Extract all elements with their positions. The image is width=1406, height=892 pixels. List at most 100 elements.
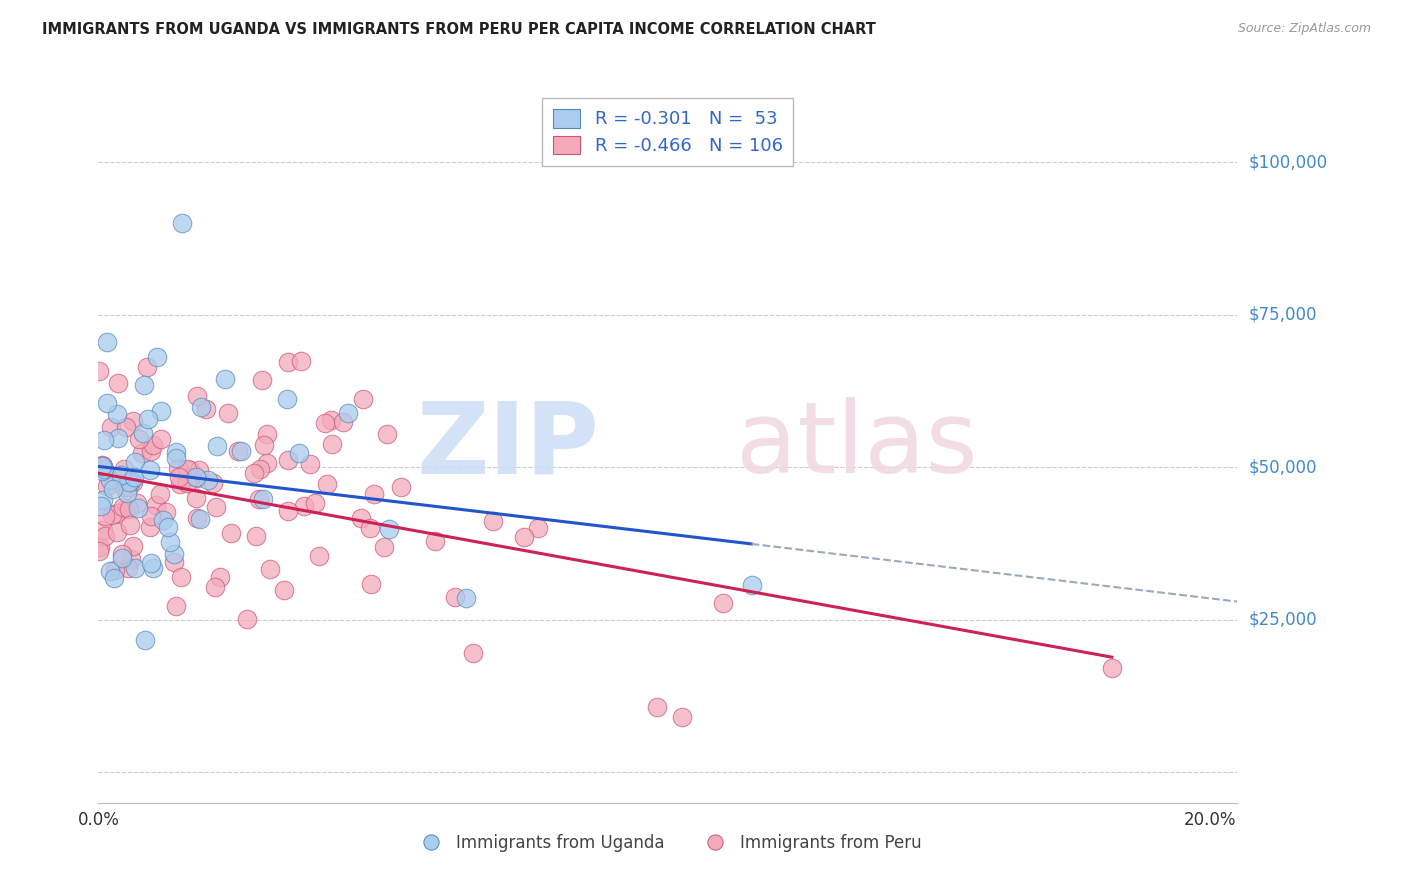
Point	[101, 508, 124, 522]
Point	[105, 408, 128, 422]
Point	[375, 426, 398, 441]
Legend: Immigrants from Uganda, Immigrants from Peru: Immigrants from Uganda, Immigrants from …	[408, 828, 928, 859]
Point	[89, 544, 111, 558]
Point	[169, 476, 191, 491]
Point	[179, 470, 201, 484]
Point	[512, 530, 534, 544]
Point	[165, 599, 187, 613]
Point	[142, 561, 165, 575]
Point	[176, 461, 198, 475]
Point	[360, 577, 382, 591]
Point	[352, 392, 374, 407]
Point	[90, 459, 112, 474]
Point	[122, 539, 145, 553]
Point	[250, 373, 273, 387]
Point	[425, 534, 447, 549]
Point	[186, 389, 208, 403]
Point	[277, 453, 299, 467]
Point	[184, 491, 207, 506]
Point	[350, 510, 373, 524]
Point	[190, 512, 212, 526]
Point	[167, 470, 190, 484]
Point	[107, 376, 129, 390]
Point	[96, 334, 118, 349]
Point	[454, 591, 477, 605]
Point	[139, 444, 162, 458]
Point	[120, 552, 142, 566]
Point	[131, 446, 153, 460]
Point	[89, 540, 111, 554]
Point	[308, 549, 330, 564]
Point	[170, 216, 193, 230]
Point	[332, 415, 354, 429]
Point	[316, 477, 339, 491]
Point	[205, 500, 228, 515]
Point	[89, 364, 111, 378]
Point	[159, 534, 181, 549]
Point	[156, 520, 179, 534]
Point	[304, 496, 326, 510]
Point	[298, 457, 321, 471]
Point	[186, 471, 208, 485]
Point	[145, 498, 167, 512]
Point	[91, 493, 114, 508]
Point	[217, 406, 239, 420]
Point	[152, 513, 174, 527]
Point	[139, 556, 162, 570]
Point	[114, 420, 136, 434]
Point	[290, 353, 312, 368]
Point	[118, 518, 141, 533]
Point	[105, 524, 128, 539]
Point	[236, 612, 259, 626]
Point	[482, 514, 505, 528]
Text: $100,000: $100,000	[1249, 153, 1327, 171]
Point	[118, 480, 141, 494]
Point	[96, 396, 118, 410]
Point	[91, 523, 114, 537]
Point	[711, 596, 734, 610]
Point	[93, 433, 115, 447]
Point	[314, 416, 336, 430]
Point	[461, 646, 484, 660]
Point	[121, 475, 143, 489]
Point	[249, 462, 271, 476]
Point	[112, 462, 135, 476]
Text: $75,000: $75,000	[1249, 306, 1317, 324]
Point	[96, 479, 118, 493]
Point	[90, 458, 112, 473]
Point	[125, 496, 148, 510]
Point	[741, 578, 763, 592]
Point	[136, 359, 159, 374]
Point	[128, 432, 150, 446]
Point	[292, 499, 315, 513]
Point	[98, 474, 121, 488]
Point	[132, 378, 155, 392]
Point	[91, 459, 114, 474]
Point	[190, 401, 212, 415]
Point	[444, 591, 467, 605]
Point	[93, 461, 115, 475]
Point	[276, 392, 298, 406]
Point	[101, 482, 124, 496]
Point	[204, 580, 226, 594]
Point	[94, 508, 117, 523]
Point	[214, 372, 236, 386]
Point	[321, 437, 343, 451]
Point	[114, 502, 136, 516]
Point	[103, 571, 125, 585]
Point	[165, 450, 187, 465]
Point	[277, 504, 299, 518]
Point	[115, 486, 138, 500]
Text: Source: ZipAtlas.com: Source: ZipAtlas.com	[1237, 22, 1371, 36]
Point	[167, 461, 190, 475]
Point	[122, 470, 145, 484]
Text: atlas: atlas	[737, 398, 977, 494]
Point	[90, 499, 112, 513]
Point	[104, 563, 127, 577]
Point	[118, 501, 141, 516]
Point	[231, 444, 253, 458]
Point	[256, 456, 278, 470]
Point	[107, 507, 129, 521]
Point	[179, 463, 201, 477]
Point	[247, 491, 270, 506]
